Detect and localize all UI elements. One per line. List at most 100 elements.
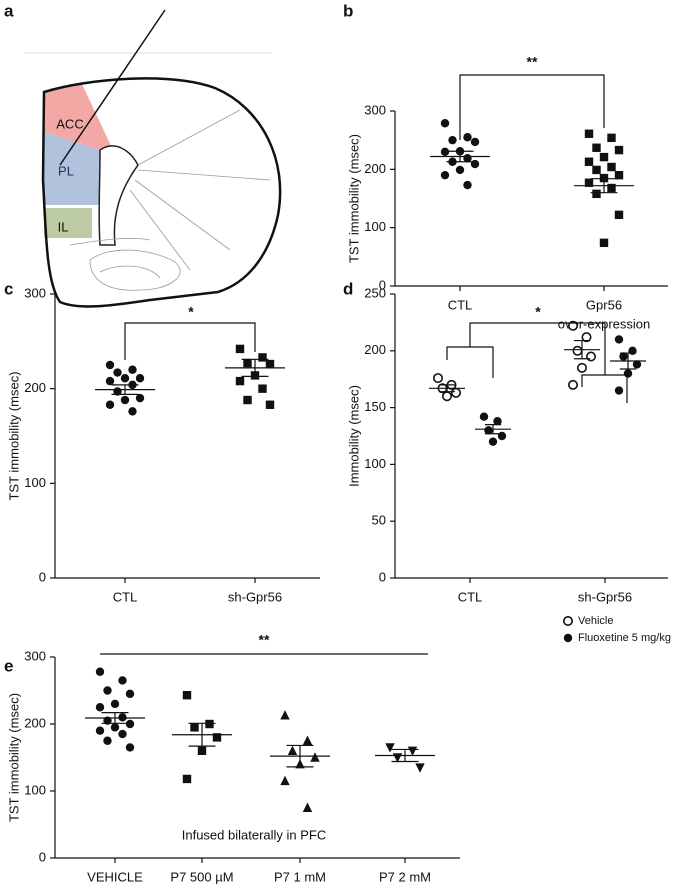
y-tick-label: 250 <box>364 285 386 300</box>
x-tick-label: VEHICLE <box>87 869 143 884</box>
x-tick-label: CTL <box>113 589 138 604</box>
significance-label: ** <box>259 632 270 648</box>
x-tick-label: sh-Gpr56 <box>228 589 282 604</box>
data-point <box>135 393 145 403</box>
data-point <box>258 384 267 393</box>
pl-region <box>44 132 108 205</box>
data-point <box>182 774 192 784</box>
y-axis-label: TST immobility (msec) <box>6 371 21 500</box>
data-point <box>450 387 461 398</box>
data-point <box>463 133 472 142</box>
data-point <box>455 165 465 175</box>
region-label: PL <box>58 163 74 178</box>
y-tick-label: 300 <box>24 285 46 300</box>
y-tick-label: 100 <box>364 219 386 234</box>
data-point <box>441 391 452 402</box>
acc-region <box>44 84 112 150</box>
data-point <box>302 802 313 812</box>
data-point <box>592 165 601 175</box>
data-point <box>118 729 127 739</box>
data-point <box>280 710 290 720</box>
data-point <box>440 147 450 157</box>
legend-label: Fluoxetine 5 mg/kg <box>578 632 671 644</box>
data-point <box>632 360 642 369</box>
data-point <box>592 189 601 199</box>
legend-marker <box>562 615 573 626</box>
y-tick-label: 300 <box>24 648 46 663</box>
data-point <box>576 362 587 373</box>
data-point <box>135 374 145 383</box>
data-point <box>614 210 624 220</box>
panel-label: d <box>343 279 353 298</box>
y-tick-label: 100 <box>364 456 386 471</box>
data-point <box>287 745 298 755</box>
data-point <box>310 752 320 762</box>
data-point <box>103 736 112 745</box>
ventricle <box>98 145 139 246</box>
data-point <box>120 374 130 383</box>
y-tick-label: 200 <box>24 715 46 730</box>
data-point <box>599 238 609 248</box>
data-point <box>125 719 135 729</box>
x-tick-label: Gpr56 <box>586 297 622 312</box>
y-tick-label: 300 <box>364 102 386 117</box>
x-tick-label: P7 2 mM <box>379 869 431 884</box>
x-tick-label: P7 1 mM <box>274 869 326 884</box>
data-point <box>614 335 624 344</box>
panel-label: a <box>4 1 14 20</box>
data-point <box>118 713 127 722</box>
data-point <box>614 145 624 155</box>
data-point <box>440 170 450 180</box>
y-tick-label: 100 <box>24 475 46 490</box>
significance-bracket <box>124 322 256 360</box>
data-point <box>105 376 115 386</box>
electrode-track <box>59 9 166 166</box>
data-point <box>120 395 130 405</box>
data-point <box>258 353 267 362</box>
data-point <box>243 358 252 368</box>
legend-label: Vehicle <box>578 615 613 627</box>
region-label: ACC <box>56 116 83 131</box>
data-point <box>619 352 628 361</box>
significance-bracket <box>459 74 605 140</box>
brain-outline <box>41 77 282 308</box>
data-point <box>470 137 480 147</box>
data-point <box>385 743 395 753</box>
data-point <box>614 170 624 180</box>
y-tick-label: 150 <box>364 399 386 414</box>
y-axis-label: TST immobility (msec) <box>346 134 361 263</box>
x-tick-label: CTL <box>448 297 473 312</box>
data-point <box>265 359 275 369</box>
data-point <box>479 412 489 421</box>
data-point <box>497 431 507 441</box>
data-point <box>190 723 199 732</box>
anatomy-lines <box>69 109 271 291</box>
data-point <box>415 763 425 773</box>
data-point <box>628 346 637 355</box>
data-point <box>105 400 115 409</box>
data-point <box>235 344 245 354</box>
data-point <box>567 320 578 331</box>
data-point <box>470 159 480 169</box>
data-point <box>440 119 450 128</box>
x-tick-label: over-expression <box>558 316 651 331</box>
legend-marker <box>563 633 573 643</box>
y-tick-label: 0 <box>39 569 46 584</box>
y-axis-label: Immobility (msec) <box>346 385 361 487</box>
region-label: IL <box>58 219 69 234</box>
data-point <box>599 152 609 162</box>
data-point <box>113 368 122 377</box>
data-point <box>125 743 135 752</box>
data-point <box>623 369 633 378</box>
data-point <box>584 178 594 187</box>
data-point <box>128 407 137 416</box>
data-point <box>125 689 135 699</box>
data-point <box>572 345 583 356</box>
data-point <box>103 686 112 695</box>
y-tick-label: 200 <box>24 380 46 395</box>
y-tick-label: 0 <box>379 569 386 584</box>
data-point <box>484 426 493 435</box>
y-tick-label: 0 <box>379 277 386 292</box>
x-tick-label: sh-Gpr56 <box>578 589 632 604</box>
